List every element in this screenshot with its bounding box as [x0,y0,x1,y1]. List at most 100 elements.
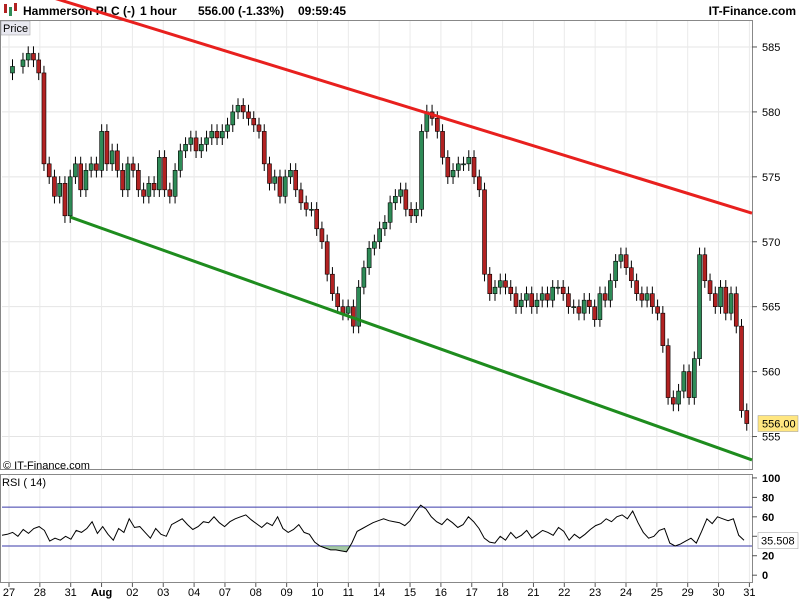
candle-body [88,163,94,171]
candle-body [482,189,487,275]
date-tick-label: 25 [651,587,663,599]
price-tick-label: 575 [762,172,780,184]
rsi-tick-label: 20 [762,551,774,563]
candle-body [471,157,477,178]
date-tick-label: 18 [496,587,508,599]
candle-body [172,170,178,197]
candle-body [83,170,89,191]
brand-label: IT-Finance.com [709,4,796,18]
candle-body [692,358,697,398]
candle-body [744,410,750,424]
candle-body [120,170,125,191]
price-tick-label: 555 [762,432,780,444]
date-tick-label: 07 [219,587,231,599]
rsi-tick-label: 80 [762,492,774,504]
candle-body [251,118,257,126]
candle-body [529,293,535,307]
date-tick-label: 23 [589,587,601,599]
candle-body [356,286,361,327]
candle-body [382,221,388,230]
candle-body [597,293,603,320]
price-change-label: 556.00 (-1.33%) [198,4,284,18]
candle-body [739,325,744,411]
candle-body [99,131,104,171]
price-tick-label: 585 [762,42,780,54]
candle-body [733,293,739,327]
candle-body [702,254,708,282]
candle-body [162,157,167,191]
candle-body [25,53,31,61]
candle-body [712,293,718,307]
candle-body [240,105,246,113]
candle-body [52,176,57,197]
candle-body [219,131,225,139]
candle-body [623,254,629,269]
date-tick-label: 27 [3,587,15,599]
candle-body [272,176,278,184]
price-tick-label: 565 [762,302,780,314]
candle-body [681,371,687,392]
candle-body [686,371,692,398]
candle-body [10,66,15,74]
date-tick-label: 02 [126,587,138,599]
date-tick-label: 09 [281,587,293,599]
candle-body [655,306,660,314]
resistance-trendline [55,0,753,215]
candle-body [345,306,351,314]
candle-body [67,176,73,217]
rsi-current-label: 35.508 [761,536,795,548]
candle-body [676,390,681,405]
candle-layer [10,46,750,431]
candle-body [366,247,372,269]
date-tick-label: 14 [373,587,385,599]
timeframe-label: 1 hour [140,4,177,18]
candle-body [660,312,666,346]
candle-body [178,150,183,171]
candle-body [230,111,236,126]
candle-body [393,196,398,204]
date-tick-label: 15 [404,587,416,599]
candle-body [282,176,288,197]
candle-body [225,124,230,132]
price-tick-label: 560 [762,367,780,379]
candle-body [634,280,639,294]
candle-body [41,72,47,165]
candle-body [550,286,555,301]
trend-layer [55,0,753,462]
candle-body [372,241,377,249]
candle-body [592,306,597,320]
candle-body [57,183,62,197]
candle-body [277,176,283,197]
candle-body [723,286,729,314]
candle-body [613,260,618,282]
price-label-box [0,20,31,36]
support-trendline [69,215,753,462]
candle-body [20,59,26,67]
candle-body [671,397,676,405]
candle-body [62,183,68,217]
candle-body [199,144,204,152]
date-tick-label: 08 [250,587,262,599]
candle-body [508,286,514,294]
candle-body [293,170,299,191]
candle-body [618,254,624,262]
candle-body [435,118,440,132]
candle-body [204,137,209,145]
candle-body [414,208,419,217]
candle-body [560,286,566,294]
candle-body [125,163,131,191]
candle-body [566,293,571,307]
watermark: © IT-Finance.com [3,460,90,472]
date-tick-label: 29 [682,587,694,599]
candle-body [492,286,498,294]
candle-body [728,293,734,314]
candle-body [513,293,519,307]
candle-body [94,163,99,171]
rsi-tick-label: 100 [762,473,780,485]
candle-body [455,163,461,171]
candle-body [487,273,493,294]
price-tick-label: 580 [762,107,780,119]
candle-body [398,189,403,197]
price-tick-label: 570 [762,237,780,249]
